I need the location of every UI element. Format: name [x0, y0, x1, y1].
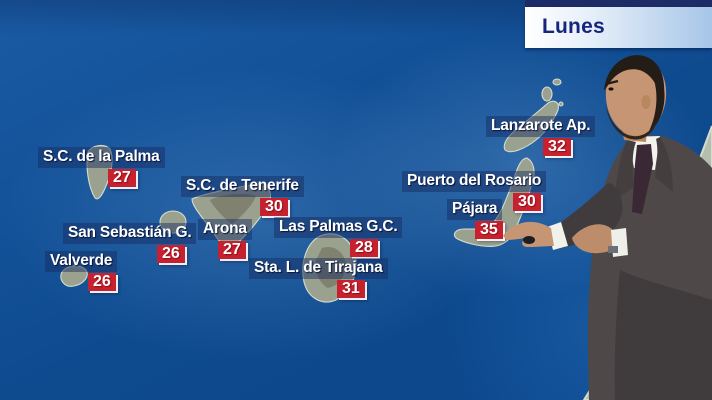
- temperature-badge: 27: [108, 168, 136, 187]
- location-name: Sta. L. de Tirajana: [249, 258, 388, 279]
- location-name: S.C. de Tenerife: [181, 176, 304, 197]
- location-name: Puerto del Rosario: [402, 171, 547, 192]
- location-name: Pájara: [447, 199, 503, 220]
- presenter-clicker: [523, 236, 535, 244]
- location-name: Lanzarote Ap.: [486, 116, 596, 137]
- location-las-palmas: Las Palmas G.C. 28: [274, 217, 403, 257]
- location-name: Valverde: [45, 251, 118, 272]
- temperature-badge: 28: [350, 238, 378, 257]
- lanzarote-island: [503, 100, 559, 153]
- small-islet: [558, 101, 564, 107]
- presenter-eyebrow: [605, 79, 619, 86]
- presenter-hair-back: [648, 64, 665, 133]
- la-graciosa-islet: [541, 86, 553, 102]
- temperature-badge: 35: [475, 220, 503, 239]
- location-lanzarote: Lanzarote Ap. 32: [486, 116, 596, 156]
- temperature-badge: 26: [88, 272, 116, 291]
- gran-canaria-terrain: [315, 246, 346, 288]
- temperature-badge: 27: [218, 240, 246, 259]
- presenter-face: [605, 58, 667, 136]
- presenter-beard: [606, 104, 657, 140]
- presenter-eye: [608, 87, 614, 91]
- location-name: Arona: [198, 219, 252, 240]
- tenerife-terrain: [210, 193, 256, 224]
- presenter-watch: [608, 246, 618, 253]
- location-name: San Sebastián G.: [63, 223, 197, 244]
- location-pajara: Pájara 35: [447, 199, 503, 239]
- tenerife-island: [191, 182, 271, 249]
- location-arona: Arona 27: [198, 219, 252, 259]
- la-palma-island: [86, 144, 113, 200]
- location-valverde: Valverde 26: [45, 251, 118, 291]
- presenter-tie: [632, 144, 653, 214]
- location-puerto-rosario: Puerto del Rosario 30: [402, 171, 547, 211]
- presenter-left-hand: [572, 224, 620, 254]
- presenter-pointing-hand: [503, 221, 554, 247]
- presenter-ear: [641, 95, 651, 109]
- la-gomera-island: [159, 210, 187, 234]
- alegranza-islet: [552, 78, 562, 86]
- location-tirajana: Sta. L. de Tirajana 31: [249, 258, 388, 298]
- day-label-box: Lunes: [525, 7, 712, 48]
- presenter-lapel-left: [615, 140, 636, 200]
- temperature-badge: 30: [513, 192, 541, 211]
- temperature-badge: 32: [543, 137, 571, 156]
- temperature-badge: 31: [337, 279, 365, 298]
- top-navy-strip: [525, 0, 712, 7]
- location-name: S.C. de la Palma: [38, 147, 165, 168]
- location-san-sebastian: San Sebastián G. 26: [63, 223, 197, 263]
- location-name: Las Palmas G.C.: [274, 217, 403, 238]
- day-label: Lunes: [542, 15, 605, 38]
- temperature-badge: 30: [260, 197, 288, 216]
- location-sc-la-palma: S.C. de la Palma 27: [38, 147, 165, 187]
- presenter-lapel-right: [655, 137, 673, 192]
- presenter-suit-shade: [614, 270, 712, 400]
- location-sc-tenerife: S.C. de Tenerife 30: [181, 176, 304, 216]
- temperature-badge: 26: [157, 244, 185, 263]
- presenter-hair: [604, 55, 665, 102]
- el-hierro-island: [60, 265, 88, 287]
